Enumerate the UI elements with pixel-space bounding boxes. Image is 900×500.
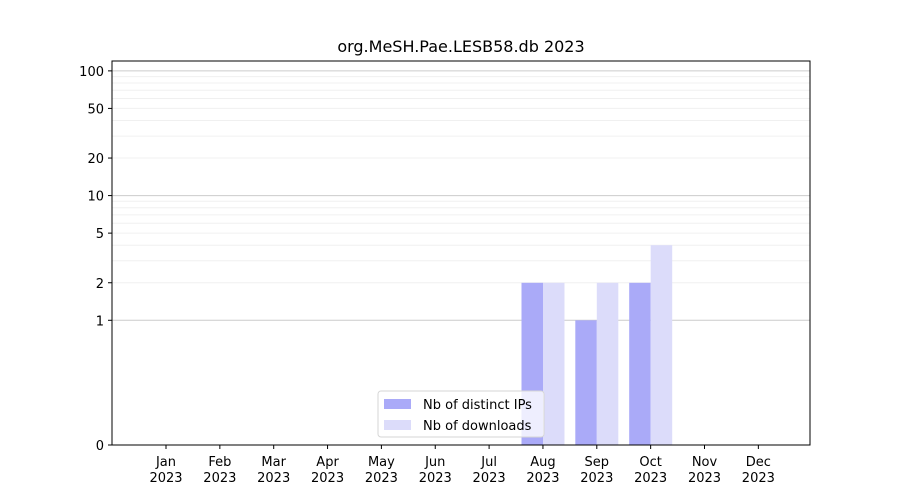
x-tick-label: Jul 2023 — [473, 455, 506, 486]
x-tick-label: Aug 2023 — [526, 455, 559, 486]
bar — [650, 245, 673, 445]
y-tick-label: 100 — [79, 65, 104, 80]
x-tick-label: Nov 2023 — [688, 455, 721, 486]
legend-label: Nb of distinct IPs — [423, 398, 532, 413]
legend-swatch — [384, 420, 411, 430]
x-tick-label: Oct 2023 — [634, 455, 667, 486]
x-tick-label: Jan 2023 — [149, 455, 182, 486]
x-tick-label: Feb 2023 — [203, 455, 236, 486]
y-tick-label: 10 — [87, 190, 104, 205]
bar — [543, 282, 565, 445]
y-tick-label: 20 — [87, 152, 104, 167]
y-tick-label: 1 — [96, 314, 104, 329]
grid-layer — [112, 70, 810, 321]
legend-label: Nb of downloads — [423, 419, 532, 434]
x-tick-label: Jun 2023 — [419, 455, 452, 486]
legend-swatch — [384, 399, 411, 409]
x-tick-label: Dec 2023 — [742, 455, 775, 486]
legend-box — [377, 390, 545, 438]
y-tick-label: 50 — [87, 102, 104, 117]
bar — [629, 282, 651, 445]
plot-frame — [111, 60, 811, 446]
chart-title: org.MeSH.Pae.LESB58.db 2023 — [337, 37, 584, 56]
y-tick-label: 2 — [96, 277, 104, 292]
bar — [596, 282, 619, 445]
x-tick-label: Apr 2023 — [311, 455, 344, 486]
y-tick-label: 0 — [96, 439, 104, 454]
y-tick-label: 5 — [96, 227, 104, 242]
x-tick-label: Sep 2023 — [580, 455, 613, 486]
x-tick-label: May 2023 — [365, 455, 398, 486]
x-tick-label: Mar 2023 — [257, 455, 290, 486]
legend: Nb of distinct IPs Nb of downloads — [377, 390, 545, 438]
axes-layer: 0 1 2 5 10 20 50 100 Jan 2023 Feb 2023 Mar 2023 Apr 202… — [79, 65, 775, 486]
bar — [575, 320, 597, 445]
